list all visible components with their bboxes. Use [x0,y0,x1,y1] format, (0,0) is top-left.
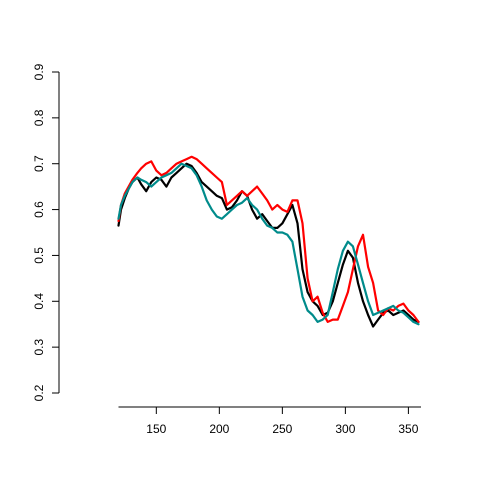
x-tick-label: 250 [272,422,292,436]
x-tick-label: 350 [398,422,418,436]
y-tick-label: 0.9 [32,63,46,80]
y-tick-label: 0.8 [32,109,46,126]
y-tick-label: 0.2 [32,384,46,401]
x-axis: 150 200 250 300 350 [118,406,421,436]
y-axis-ticks: 0.2 0.3 0.4 0.5 0.6 0.7 0.8 0.9 [32,63,59,401]
y-tick-label: 0.6 [32,201,46,218]
x-tick-label: 300 [335,422,355,436]
series-line-3 [117,162,420,326]
y-tick-label: 0.4 [32,293,46,310]
y-tick-label: 0.7 [32,155,46,172]
x-tick-label: 150 [146,422,166,436]
x-axis-ticks: 150 200 250 300 350 [146,407,419,436]
series-line-1 [117,162,420,328]
series-line-2 [117,155,420,323]
y-tick-label: 0.5 [32,247,46,264]
x-tick-label: 200 [209,422,229,436]
y-tick-label: 0.3 [32,338,46,355]
y-axis: 0.2 0.3 0.4 0.5 0.6 0.7 0.8 0.9 [32,63,60,401]
series-layer [117,155,420,328]
